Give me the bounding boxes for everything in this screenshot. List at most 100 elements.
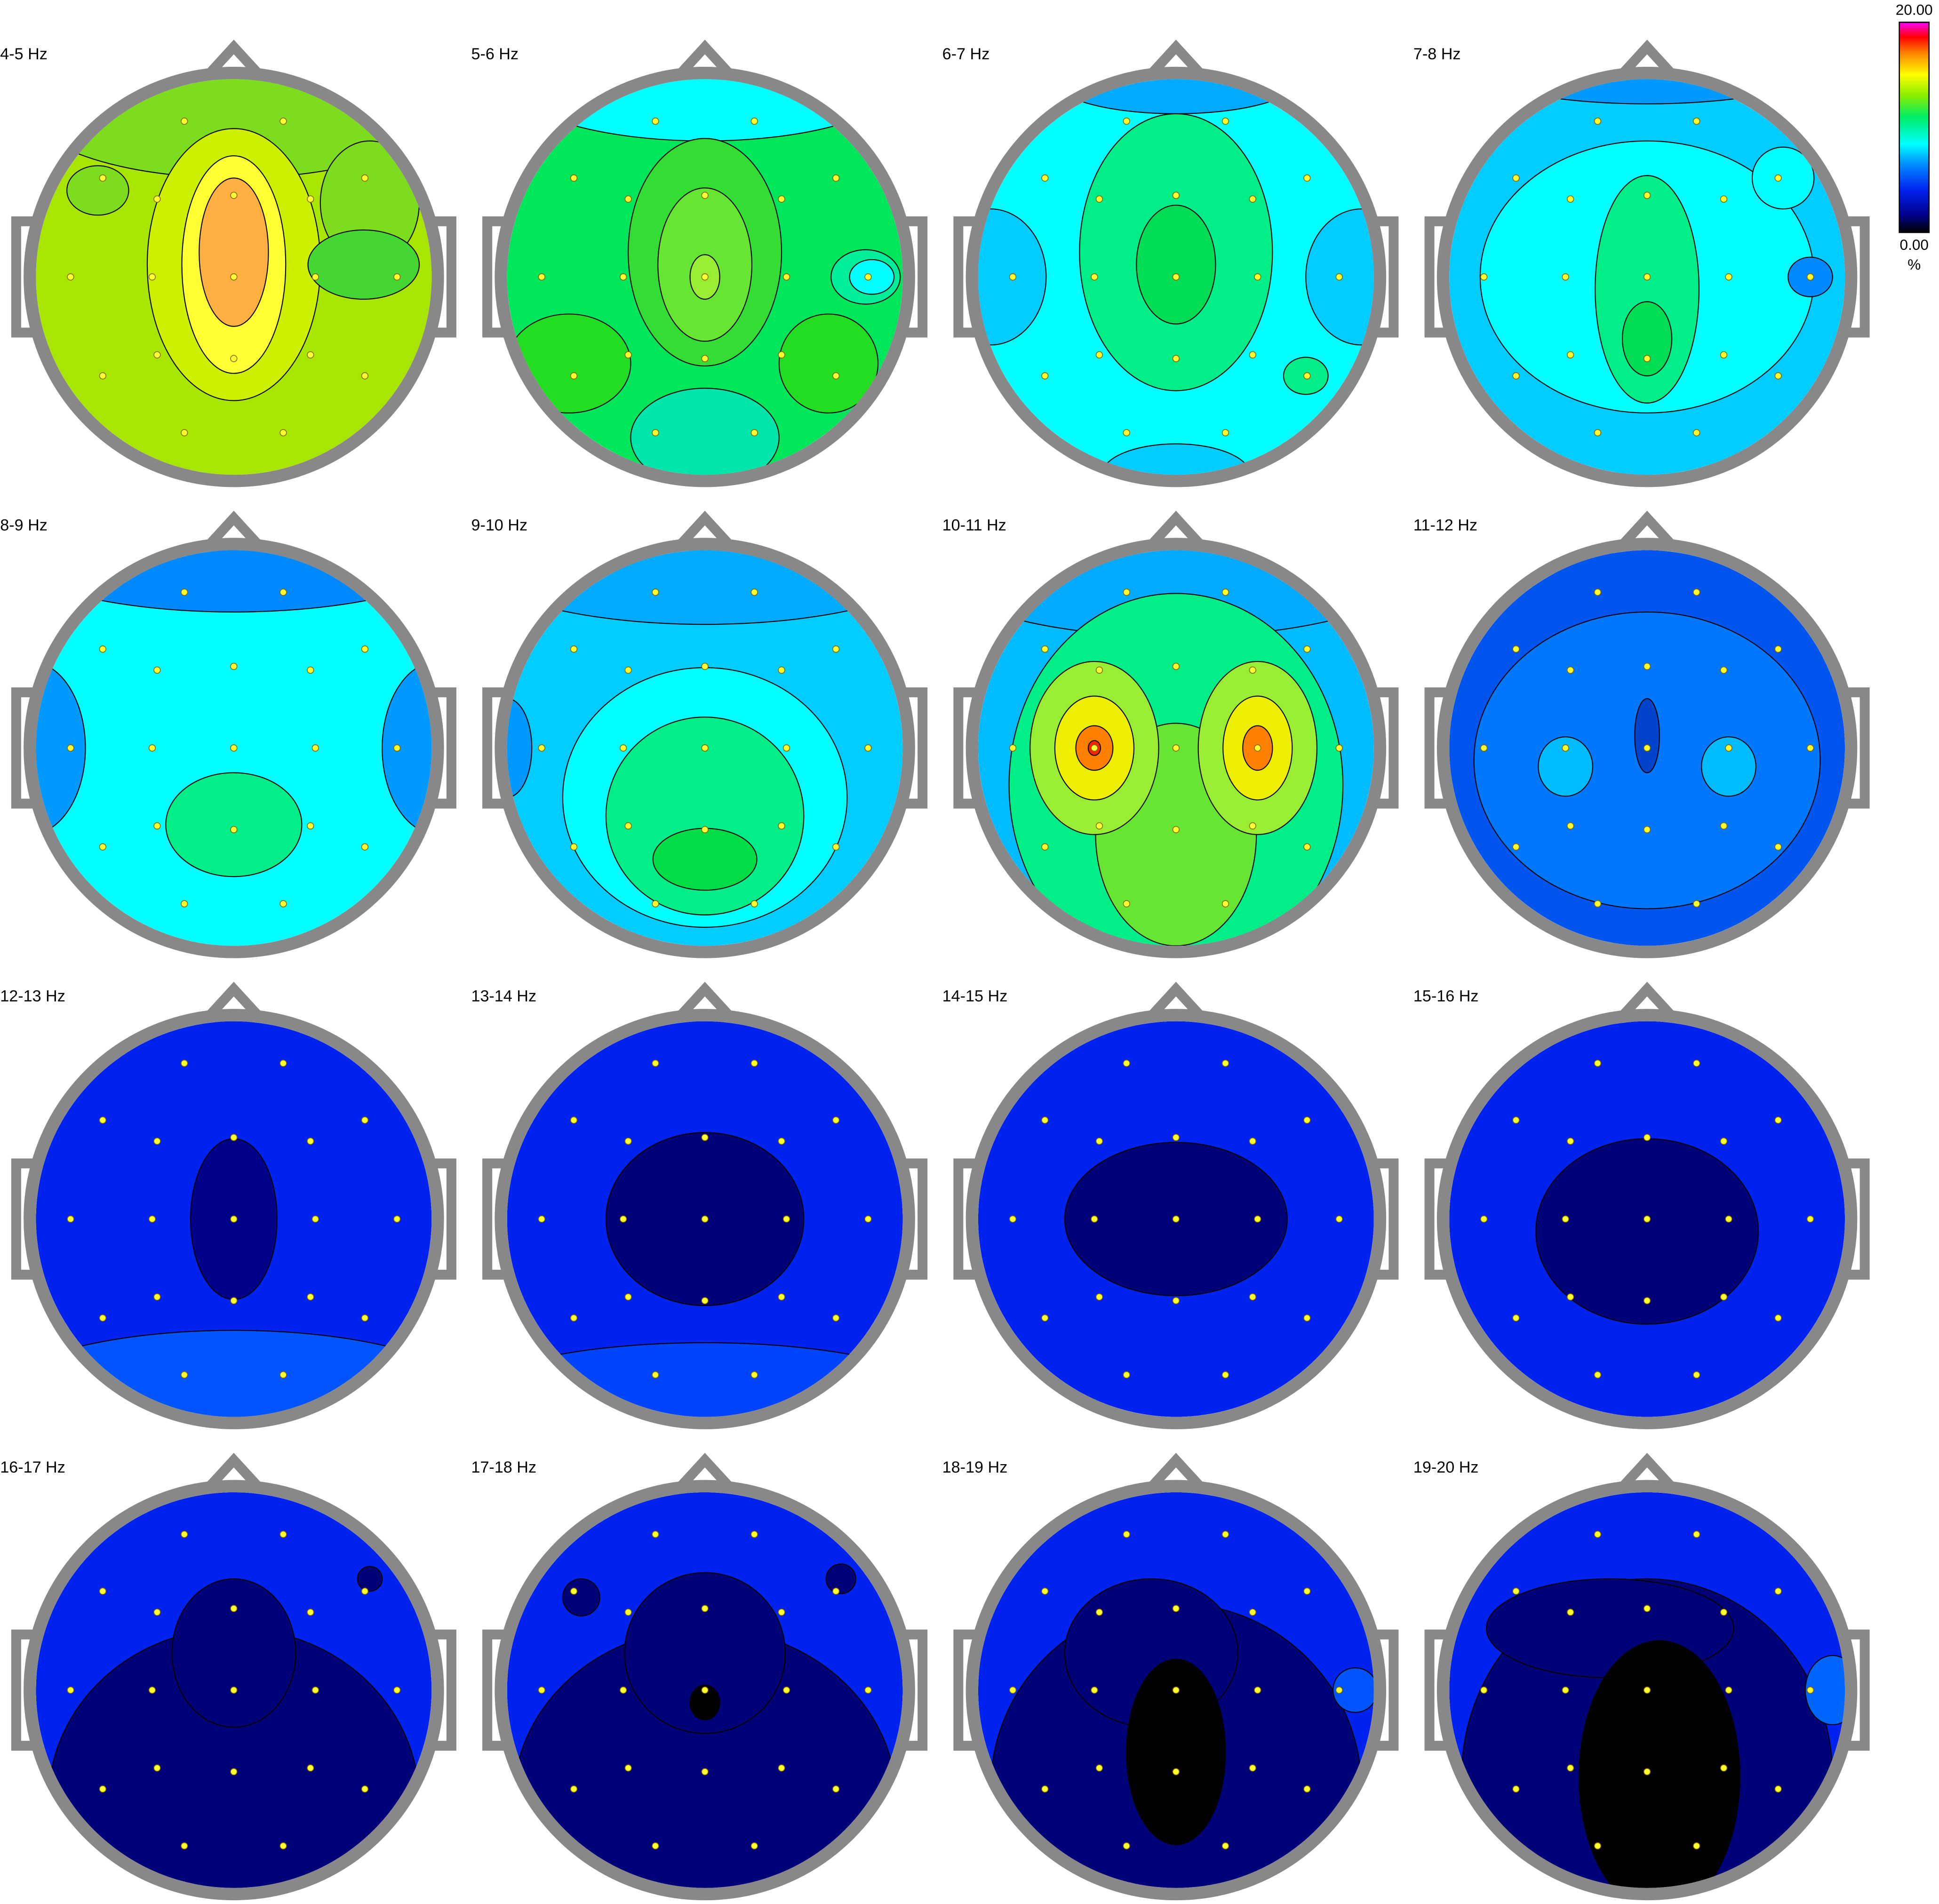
electrode xyxy=(624,666,632,674)
electrode xyxy=(1091,273,1098,281)
electrode xyxy=(1806,744,1814,752)
electrode xyxy=(832,174,840,182)
colorbar-max: 20.00 xyxy=(1896,1,1933,18)
electrode xyxy=(1249,195,1256,203)
electrode xyxy=(570,1116,578,1124)
electrode xyxy=(279,1060,287,1067)
nose xyxy=(1616,981,1678,1022)
electrode xyxy=(1643,273,1651,281)
panel-label: 10-11 Hz xyxy=(942,516,1006,534)
electrode xyxy=(1693,117,1700,125)
electrode xyxy=(1643,662,1651,670)
electrode xyxy=(279,1842,287,1850)
panel-label: 8-9 Hz xyxy=(0,516,48,534)
head-outline xyxy=(495,1009,915,1429)
electrode xyxy=(1303,1587,1311,1595)
electrode xyxy=(1095,1293,1103,1301)
panel-label: 13-14 Hz xyxy=(471,988,536,1005)
electrode xyxy=(1335,1215,1343,1223)
electrode xyxy=(1172,355,1180,362)
panel-label: 9-10 Hz xyxy=(471,516,527,534)
contour-region xyxy=(1621,301,1673,376)
electrode xyxy=(1172,191,1180,199)
left-ear xyxy=(953,687,978,809)
electrode xyxy=(1303,1785,1311,1793)
electrode xyxy=(1254,744,1261,752)
electrode xyxy=(230,1686,238,1694)
electrode xyxy=(778,1137,785,1145)
electrode xyxy=(153,1609,161,1616)
electrode xyxy=(864,1686,872,1694)
electrode xyxy=(1303,174,1311,182)
electrode xyxy=(1693,1842,1700,1850)
electrode xyxy=(652,1060,659,1067)
head-outline xyxy=(24,1009,444,1429)
left-ear xyxy=(11,216,36,338)
electrode xyxy=(701,1297,709,1305)
electrode xyxy=(1249,1293,1256,1301)
electrode xyxy=(701,355,709,362)
left-ear xyxy=(11,687,36,809)
head-outline xyxy=(1436,66,1858,487)
panel-label: 6-7 Hz xyxy=(942,45,990,63)
electrode xyxy=(1221,1060,1229,1067)
electrode xyxy=(67,273,74,281)
electrode xyxy=(148,1686,156,1694)
electrode xyxy=(1594,1530,1602,1538)
panel-label: 17-18 Hz xyxy=(471,1458,536,1476)
head-outline xyxy=(495,66,915,487)
electrode xyxy=(230,1215,238,1223)
electrode xyxy=(1041,1587,1049,1595)
electrode xyxy=(1720,666,1728,674)
head-outline xyxy=(24,66,444,487)
electrode xyxy=(1693,429,1700,437)
electrode xyxy=(1123,1371,1130,1378)
electrode xyxy=(181,1371,188,1378)
electrode xyxy=(361,1785,369,1793)
electrode xyxy=(1725,744,1732,752)
contour-region xyxy=(849,259,895,295)
electrode xyxy=(1095,1764,1103,1772)
electrode xyxy=(1512,1587,1520,1595)
electrode xyxy=(701,273,709,281)
electrode xyxy=(701,1686,709,1694)
electrode xyxy=(230,273,238,281)
electrode xyxy=(1774,174,1782,182)
electrode xyxy=(1249,1137,1256,1145)
nose xyxy=(674,1453,736,1493)
electrode xyxy=(782,744,790,752)
electrode xyxy=(393,1686,401,1694)
electrode xyxy=(1123,1842,1130,1850)
electrode xyxy=(750,1060,758,1067)
electrode xyxy=(1512,1116,1520,1124)
electrode xyxy=(832,1116,840,1124)
contour-region xyxy=(165,772,303,877)
contour-region xyxy=(1538,736,1594,797)
electrode xyxy=(620,744,627,752)
electrode xyxy=(1567,1764,1574,1772)
electrode xyxy=(750,1842,758,1850)
contour-region xyxy=(825,1563,856,1594)
electrode xyxy=(1172,273,1180,281)
electrode xyxy=(1172,826,1180,833)
electrode xyxy=(624,195,632,203)
electrode xyxy=(1720,195,1728,203)
left-ear xyxy=(953,216,978,338)
electrode xyxy=(701,191,709,199)
electrode xyxy=(778,822,785,830)
scalp-map xyxy=(507,79,903,475)
head-outline xyxy=(495,1480,915,1901)
contour-region xyxy=(624,1572,786,1734)
electrode xyxy=(1720,351,1728,358)
electrode xyxy=(750,1530,758,1538)
electrode xyxy=(750,1371,758,1378)
head-outline xyxy=(966,1009,1387,1429)
electrode xyxy=(1172,1215,1180,1223)
electrode xyxy=(279,1371,287,1378)
head-outline xyxy=(966,66,1387,487)
right-ear xyxy=(1373,1629,1399,1751)
electrode xyxy=(307,822,314,830)
electrode xyxy=(1335,273,1343,281)
head-map: 12-13 Hz xyxy=(0,981,456,1429)
electrode xyxy=(1123,429,1130,437)
